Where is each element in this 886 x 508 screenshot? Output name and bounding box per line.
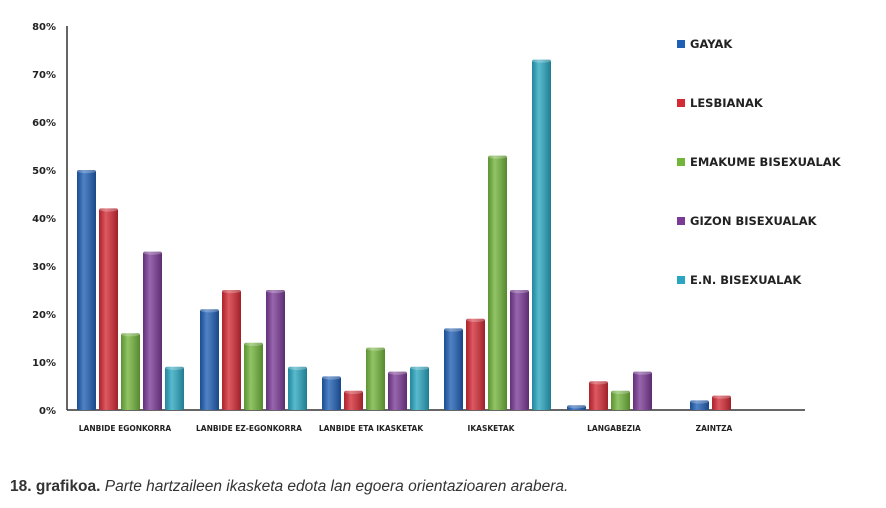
- legend-item: EMAKUME BISEXUALAK: [677, 155, 842, 169]
- legend-label: LESBIANAK: [690, 96, 764, 110]
- x-category-label: LANBIDE EGONKORRA: [79, 424, 172, 433]
- legend: GAYAK LESBIANAK EMAKUME BISEXUALAK GIZON BI…: [677, 37, 842, 287]
- y-tick-label: 40%: [32, 214, 56, 225]
- y-tick-label: 60%: [32, 118, 56, 129]
- bar: [366, 346, 385, 410]
- x-category-label: ZAINTZA: [696, 424, 733, 433]
- bar: [510, 288, 529, 410]
- bar: [288, 365, 307, 410]
- x-category-label: LANBIDE EZ-EGONKORRA: [196, 424, 302, 433]
- bar: [244, 341, 263, 410]
- caption-label: 18. grafikoa.: [10, 478, 101, 495]
- legend-swatch: [677, 158, 685, 166]
- x-category-label: LANGABEZIA: [587, 424, 641, 433]
- bar: [200, 308, 219, 410]
- y-tick-label: 0%: [39, 406, 56, 417]
- legend-item: GIZON BISEXUALAK: [677, 214, 818, 228]
- bar: [633, 370, 652, 410]
- y-axis-tick-labels: 0% 10% 20% 30% 40% 50% 60% 70% 80%: [32, 22, 56, 417]
- bar: [322, 375, 341, 410]
- bar: [567, 404, 586, 410]
- bar: [344, 389, 363, 410]
- legend-swatch: [677, 276, 685, 284]
- y-tick-label: 10%: [32, 358, 56, 369]
- legend-label: EMAKUME BISEXUALAK: [690, 155, 842, 169]
- legend-swatch: [677, 99, 685, 107]
- bar: [99, 207, 118, 410]
- caption-text: Parte hartzaileen ikasketa edota lan ego…: [104, 478, 569, 495]
- bars-group: [77, 58, 731, 410]
- legend-item: LESBIANAK: [677, 96, 764, 110]
- y-tick-label: 30%: [32, 262, 56, 273]
- bar: [143, 250, 162, 410]
- figure-caption: 18. grafikoa. Parte hartzaileen ikasketa…: [10, 478, 568, 496]
- legend-label: GIZON BISEXUALAK: [690, 214, 818, 228]
- y-tick-label: 70%: [32, 70, 56, 81]
- y-tick-label: 20%: [32, 310, 56, 321]
- bar: [266, 288, 285, 410]
- bar: [532, 58, 551, 410]
- bar: [466, 317, 485, 410]
- bar: [488, 154, 507, 410]
- bar: [388, 370, 407, 410]
- bar: [222, 288, 241, 410]
- legend-swatch: [677, 217, 685, 225]
- bar: [165, 365, 184, 410]
- bar: [121, 332, 140, 410]
- x-category-label: IKASKETAK: [468, 424, 516, 433]
- y-tick-label: 50%: [32, 166, 56, 177]
- legend-swatch: [677, 40, 685, 48]
- x-axis-category-labels: LANBIDE EGONKORRA LANBIDE EZ-EGONKORRA LAN…: [79, 424, 733, 433]
- legend-item: E.N. BISEXUALAK: [677, 273, 802, 287]
- bar: [712, 394, 731, 410]
- bar: [77, 168, 96, 410]
- legend-label: GAYAK: [690, 37, 733, 51]
- bar: [444, 327, 463, 410]
- bar: [589, 380, 608, 410]
- y-tick-label: 80%: [32, 22, 56, 33]
- bar: [611, 389, 630, 410]
- legend-label: E.N. BISEXUALAK: [690, 273, 802, 287]
- bar: [690, 399, 709, 410]
- bar: [410, 365, 429, 410]
- x-category-label: LANBIDE ETA IKASKETAK: [319, 424, 424, 433]
- legend-item: GAYAK: [677, 37, 733, 51]
- bar-chart: 0% 10% 20% 30% 40% 50% 60% 70% 80% LANBIDE EGONK…: [32, 22, 842, 433]
